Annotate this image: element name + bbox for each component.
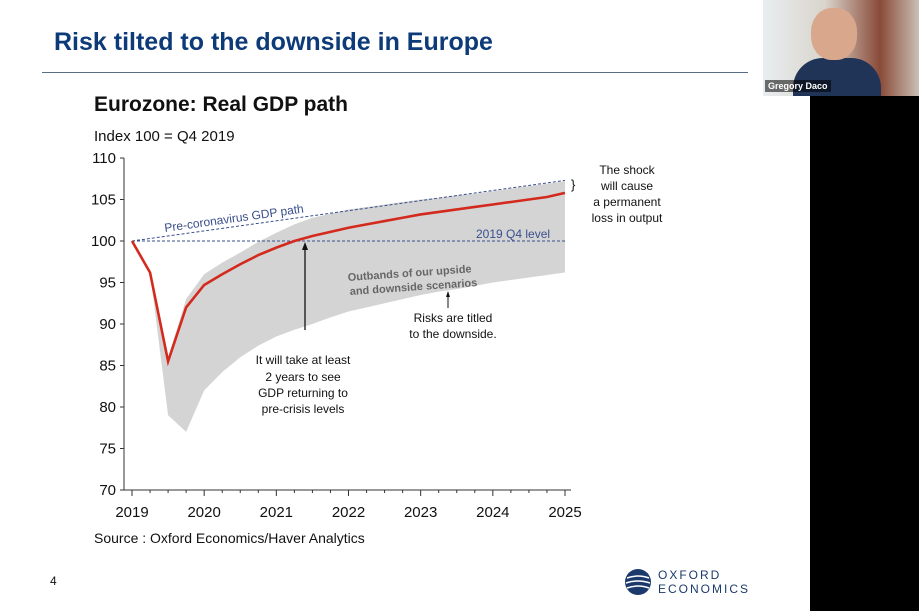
annotation-take-4: pre-crisis levels <box>262 402 345 416</box>
x-tick-label: 2024 <box>476 504 509 521</box>
y-tick-label: 100 <box>91 233 116 250</box>
annotation-take-1: It will take at least <box>256 353 351 367</box>
participant-name: Gregory Daco <box>765 80 831 92</box>
baseline-gdp-line <box>130 191 566 367</box>
y-tick-label: 70 <box>99 482 116 499</box>
x-tick-label: 2019 <box>115 504 148 521</box>
x-tick-label: 2020 <box>187 504 220 521</box>
arrow-risks-head <box>446 291 450 297</box>
y-tick-label: 85 <box>99 358 116 375</box>
annotation-q4-level: 2019 Q4 level <box>476 227 550 241</box>
chart-subtitle: Index 100 = Q4 2019 <box>94 128 235 145</box>
oxford-economics-logo: OXFORD ECONOMICS <box>624 568 750 596</box>
annotation-risks-1: Risks are titled <box>414 311 493 325</box>
page-number: 4 <box>50 574 57 588</box>
y-tick-label: 80 <box>99 399 116 416</box>
title-divider <box>42 72 748 73</box>
x-tick-label: 2025 <box>548 504 581 521</box>
y-tick-label: 110 <box>92 150 116 167</box>
y-tick-label: 75 <box>99 441 116 458</box>
y-tick-label: 95 <box>99 275 116 292</box>
x-tick-label: 2022 <box>332 504 365 521</box>
y-tick-label: 90 <box>99 316 116 333</box>
logo-line1: OXFORD <box>658 568 722 582</box>
participant-head <box>811 8 857 60</box>
globe-icon <box>625 569 651 595</box>
slide-title: Risk tilted to the downside in Europe <box>54 28 493 56</box>
participant-video[interactable]: Gregory Daco <box>763 0 919 96</box>
brace-icon: } <box>571 177 576 192</box>
annotation-shock-4: loss in output <box>592 211 663 225</box>
annotation-risks-2: to the downside. <box>409 327 496 341</box>
chart-source: Source : Oxford Economics/Haver Analytic… <box>94 530 365 546</box>
annotation-shock-2: will cause <box>600 179 653 193</box>
annotation-take-3: GDP returning to <box>258 386 348 400</box>
chart-title: Eurozone: Real GDP path <box>94 93 348 116</box>
arrow-recovery-head <box>302 242 308 250</box>
x-tick-label: 2021 <box>260 504 293 521</box>
x-tick-label: 2023 <box>404 504 437 521</box>
y-tick-label: 105 <box>91 192 116 209</box>
logo-line2: ECONOMICS <box>658 582 751 596</box>
scenario-band <box>132 181 565 432</box>
annotation-shock-1: The shock <box>599 163 655 177</box>
slide: Risk tilted to the downside in Europe Eu… <box>0 0 810 611</box>
annotation-take-2: 2 years to see <box>265 370 341 384</box>
annotation-shock-3: a permanent <box>593 195 661 209</box>
pre-coronavirus-path-line <box>131 179 566 242</box>
gdp-chart: 70 75 80 85 90 95 100 105 110 2019 2020 2021 2022 202… <box>91 150 663 521</box>
